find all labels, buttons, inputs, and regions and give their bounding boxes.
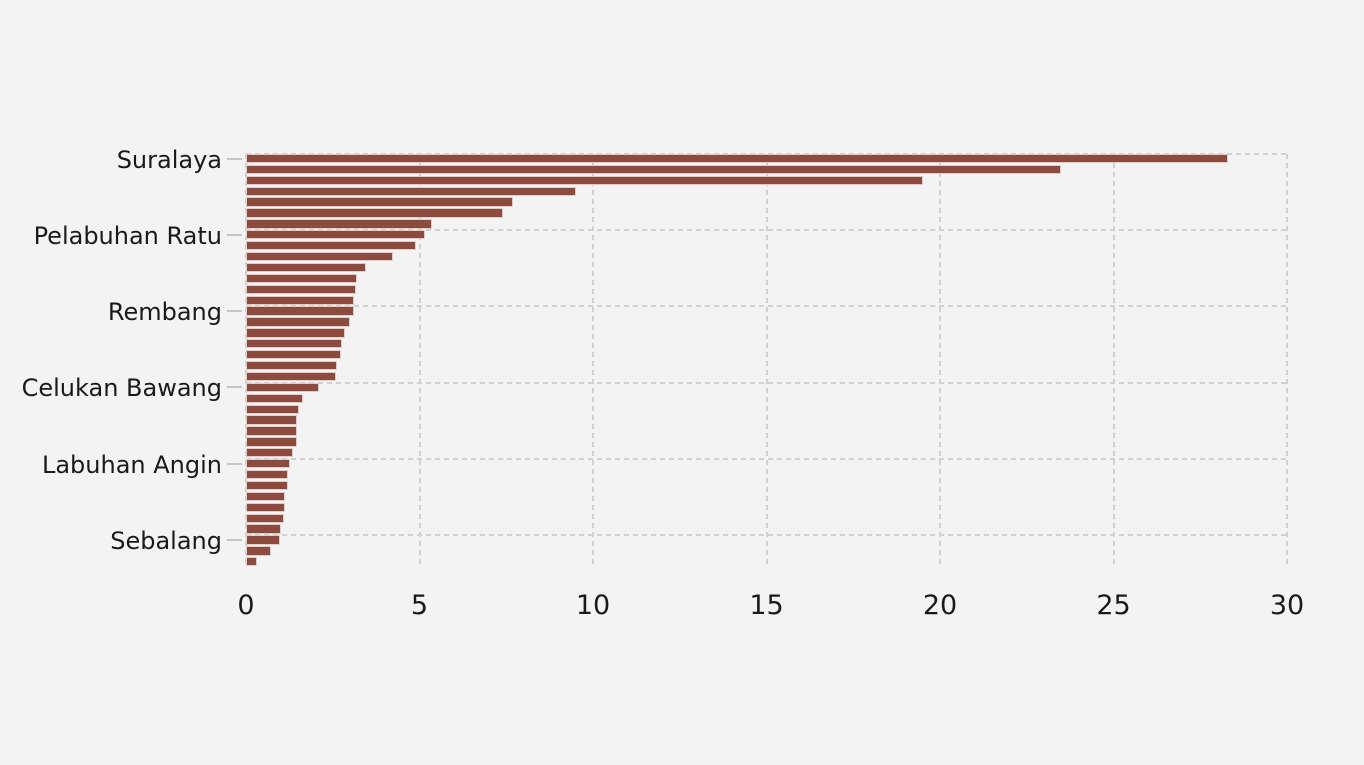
y-tick-mark: [227, 386, 242, 389]
bar: [246, 317, 351, 327]
bar: [246, 164, 1062, 175]
bar: [246, 404, 300, 414]
grid-hline: [246, 381, 1287, 384]
bar: [246, 208, 503, 218]
bar: [246, 513, 285, 523]
y-tick-label: Sebalang: [110, 527, 222, 555]
bar: [246, 284, 357, 294]
x-tick-label: 15: [749, 590, 784, 621]
y-tick-label: Labuhan Angin: [41, 450, 222, 479]
x-tick-label: 25: [1096, 590, 1131, 621]
bar: [246, 273, 358, 284]
bar: [246, 186, 576, 196]
x-tick-label: 0: [237, 590, 255, 621]
bar: [246, 295, 355, 305]
bar: [246, 535, 281, 545]
bar: [246, 251, 394, 262]
bar: [246, 502, 285, 512]
y-tick-mark: [227, 462, 242, 465]
x-tick-label: 5: [410, 590, 429, 621]
bar: [246, 557, 258, 567]
y-tick-mark: [227, 539, 242, 541]
grid-vline: [1112, 153, 1115, 567]
bar: [246, 306, 354, 316]
grid-hline: [246, 305, 1287, 308]
grid-vline: [245, 153, 247, 567]
bar: [246, 480, 288, 491]
x-tick-label: 10: [575, 590, 611, 621]
bar: [246, 219, 432, 229]
bar: [246, 262, 366, 273]
y-tick-mark: [227, 157, 242, 160]
bar: [246, 426, 297, 436]
bar: [246, 382, 319, 393]
grid-hline: [246, 458, 1287, 460]
bar: [246, 350, 341, 360]
bar: [246, 437, 297, 447]
bar: [246, 448, 293, 458]
x-tick-label: 20: [922, 590, 958, 621]
y-tick-label: Celukan Bawang: [21, 374, 222, 403]
bar: [246, 371, 337, 382]
bar: [246, 459, 291, 469]
y-tick-label: Pelabuhan Ratu: [33, 221, 222, 250]
y-tick-mark: [227, 310, 242, 313]
bar: [246, 546, 271, 556]
grid-vline: [1286, 153, 1288, 567]
grid-vline: [592, 153, 594, 567]
grid-vline: [418, 153, 421, 567]
y-tick-mark: [227, 233, 242, 236]
bar: [246, 241, 417, 251]
bar: [246, 393, 304, 403]
y-tick-label: Suralaya: [116, 145, 222, 174]
grid-vline: [939, 153, 941, 567]
grid-vline: [765, 153, 768, 567]
bar: [246, 469, 289, 480]
x-tick-label: 30: [1269, 590, 1305, 621]
grid-hline: [246, 534, 1287, 537]
bar: [246, 328, 345, 338]
bar: [246, 230, 425, 240]
y-tick-label: Rembang: [107, 298, 222, 327]
bar: [246, 153, 1228, 164]
bar: [246, 175, 923, 185]
bar: [246, 491, 286, 502]
bar: [246, 524, 281, 534]
bar: [246, 339, 342, 349]
bar: [246, 415, 298, 425]
grid-hline: [246, 229, 1287, 232]
bar: [246, 197, 514, 207]
bar: [246, 360, 337, 371]
